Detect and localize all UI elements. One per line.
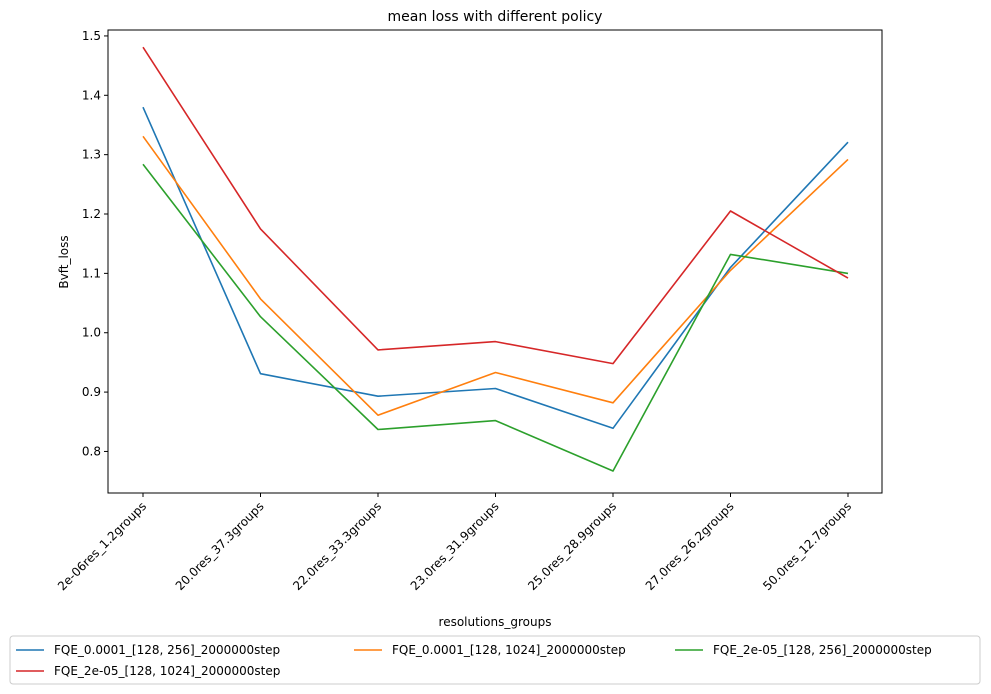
series-line-3 (142, 163, 849, 472)
legend-box (9, 635, 981, 685)
x-tick-label: 20.0res_37.3groups (173, 499, 267, 593)
legend-entry: FQE_0.0001_[128, 1024]_2000000step (392, 643, 626, 657)
x-tick-label: 27.0res_26.2groups (643, 499, 737, 593)
series-line-4 (142, 46, 849, 365)
series-line-1 (142, 106, 849, 430)
chart-title: mean loss with different policy (388, 9, 603, 25)
legend-entry: FQE_0.0001_[128, 256]_2000000step (54, 643, 280, 657)
x-axis-label: resolutions_groups (439, 615, 552, 629)
y-tick-label: 0.8 (82, 444, 101, 458)
y-tick-label: 1.3 (82, 148, 101, 162)
plot-frame (107, 29, 883, 494)
y-tick-label: 1.5 (82, 29, 101, 43)
y-tick-label: 1.4 (82, 88, 101, 102)
y-tick-label: 1.1 (82, 266, 101, 280)
y-axis-label: Bvft_loss (57, 235, 71, 288)
y-tick-label: 1.0 (82, 326, 101, 340)
x-tick-label: 25.0res_28.9groups (525, 499, 619, 593)
x-tick-label: 2e-06res_1.2groups (55, 499, 149, 593)
y-tick-label: 0.9 (82, 385, 101, 399)
x-tick-label: 50.0res_12.7groups (760, 499, 854, 593)
legend-entry: FQE_2e-05_[128, 1024]_2000000step (54, 664, 280, 678)
x-axis: 2e-06res_1.2groups 20.0res_37.3groups 22.0… (55, 493, 854, 593)
series-line-2 (142, 135, 849, 417)
y-tick-label: 1.2 (82, 207, 101, 221)
y-axis: 0.8 0.9 1.0 1.1 1.2 1.3 1.4 1.5 (82, 29, 108, 458)
series-lines (142, 46, 849, 472)
legend-entry: FQE_2e-05_[128, 256]_2000000step (713, 643, 932, 657)
x-tick-label: 22.0res_33.3groups (290, 499, 384, 593)
legend: FQE_0.0001_[128, 256]_2000000step FQE_0.0… (9, 635, 981, 685)
x-tick-label: 23.0res_31.9groups (408, 499, 502, 593)
